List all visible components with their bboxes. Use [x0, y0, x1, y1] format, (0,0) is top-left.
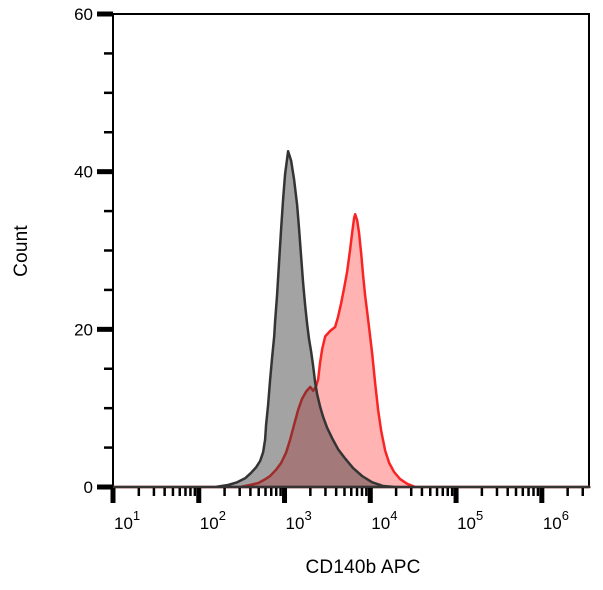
x-tick-label: 102 — [200, 508, 226, 533]
x-tick-label: 103 — [286, 508, 312, 533]
gray-histogram-curve — [111, 149, 591, 489]
y-tick-label: 40 — [74, 163, 93, 182]
y-tick-label: 20 — [74, 320, 93, 339]
y-tick-label: 60 — [74, 5, 93, 24]
x-tick-label: 104 — [371, 508, 397, 533]
y-axis: 0 20 40 60 — [74, 5, 113, 497]
x-tick-label: 105 — [457, 508, 483, 533]
x-tick-label: 106 — [543, 508, 569, 533]
x-tick-label: 101 — [114, 508, 140, 533]
red-histogram-curve — [111, 212, 591, 489]
x-axis: 101 102 103 104 105 106 — [110, 488, 584, 533]
x-axis-title: CD140b APC — [305, 557, 421, 578]
y-tick-label: 0 — [84, 478, 93, 497]
